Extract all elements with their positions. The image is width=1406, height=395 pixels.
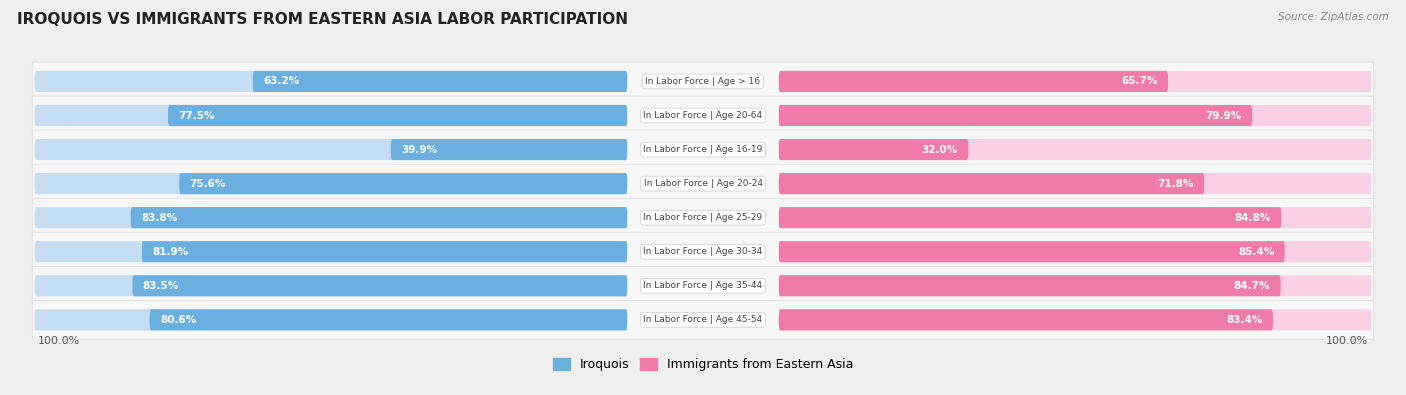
- FancyBboxPatch shape: [35, 207, 627, 228]
- FancyBboxPatch shape: [131, 207, 627, 228]
- Text: 39.9%: 39.9%: [401, 145, 437, 154]
- Text: 83.8%: 83.8%: [141, 213, 177, 223]
- Text: In Labor Force | Age 20-24: In Labor Force | Age 20-24: [644, 179, 762, 188]
- Text: IROQUOIS VS IMMIGRANTS FROM EASTERN ASIA LABOR PARTICIPATION: IROQUOIS VS IMMIGRANTS FROM EASTERN ASIA…: [17, 12, 628, 27]
- FancyBboxPatch shape: [35, 275, 627, 296]
- Text: In Labor Force | Age 30-34: In Labor Force | Age 30-34: [644, 247, 762, 256]
- Text: In Labor Force | Age 20-64: In Labor Force | Age 20-64: [644, 111, 762, 120]
- Text: 71.8%: 71.8%: [1157, 179, 1194, 188]
- Text: 100.0%: 100.0%: [1326, 336, 1368, 346]
- FancyBboxPatch shape: [32, 130, 1374, 169]
- Text: 80.6%: 80.6%: [160, 315, 197, 325]
- Text: Source: ZipAtlas.com: Source: ZipAtlas.com: [1278, 12, 1389, 22]
- Text: 83.5%: 83.5%: [143, 281, 179, 291]
- Legend: Iroquois, Immigrants from Eastern Asia: Iroquois, Immigrants from Eastern Asia: [547, 353, 859, 376]
- FancyBboxPatch shape: [132, 275, 627, 296]
- FancyBboxPatch shape: [779, 207, 1371, 228]
- Text: 83.4%: 83.4%: [1226, 315, 1263, 325]
- FancyBboxPatch shape: [253, 71, 627, 92]
- Text: 84.7%: 84.7%: [1234, 281, 1270, 291]
- Text: 84.8%: 84.8%: [1234, 213, 1271, 223]
- FancyBboxPatch shape: [32, 301, 1374, 339]
- FancyBboxPatch shape: [779, 207, 1281, 228]
- FancyBboxPatch shape: [32, 266, 1374, 305]
- Text: 63.2%: 63.2%: [263, 77, 299, 87]
- FancyBboxPatch shape: [180, 173, 627, 194]
- FancyBboxPatch shape: [35, 241, 627, 262]
- FancyBboxPatch shape: [32, 164, 1374, 203]
- FancyBboxPatch shape: [779, 105, 1371, 126]
- FancyBboxPatch shape: [779, 275, 1281, 296]
- FancyBboxPatch shape: [149, 309, 627, 330]
- FancyBboxPatch shape: [32, 96, 1374, 135]
- FancyBboxPatch shape: [779, 275, 1371, 296]
- FancyBboxPatch shape: [779, 173, 1204, 194]
- FancyBboxPatch shape: [779, 71, 1371, 92]
- FancyBboxPatch shape: [35, 139, 627, 160]
- Text: 65.7%: 65.7%: [1122, 77, 1157, 87]
- Text: In Labor Force | Age 35-44: In Labor Force | Age 35-44: [644, 281, 762, 290]
- FancyBboxPatch shape: [779, 139, 969, 160]
- FancyBboxPatch shape: [391, 139, 627, 160]
- Text: 75.6%: 75.6%: [190, 179, 226, 188]
- Text: 81.9%: 81.9%: [152, 247, 188, 257]
- Text: 100.0%: 100.0%: [38, 336, 80, 346]
- FancyBboxPatch shape: [779, 309, 1272, 330]
- Text: In Labor Force | Age 25-29: In Labor Force | Age 25-29: [644, 213, 762, 222]
- FancyBboxPatch shape: [779, 241, 1285, 262]
- Text: 79.9%: 79.9%: [1206, 111, 1241, 120]
- Text: In Labor Force | Age 45-54: In Labor Force | Age 45-54: [644, 315, 762, 324]
- Text: In Labor Force | Age > 16: In Labor Force | Age > 16: [645, 77, 761, 86]
- FancyBboxPatch shape: [32, 62, 1374, 101]
- FancyBboxPatch shape: [169, 105, 627, 126]
- FancyBboxPatch shape: [32, 232, 1374, 271]
- FancyBboxPatch shape: [35, 71, 627, 92]
- FancyBboxPatch shape: [779, 105, 1253, 126]
- FancyBboxPatch shape: [779, 173, 1371, 194]
- FancyBboxPatch shape: [779, 71, 1168, 92]
- FancyBboxPatch shape: [779, 139, 1371, 160]
- FancyBboxPatch shape: [35, 309, 627, 330]
- FancyBboxPatch shape: [35, 105, 627, 126]
- Text: 77.5%: 77.5%: [179, 111, 215, 120]
- FancyBboxPatch shape: [779, 309, 1371, 330]
- FancyBboxPatch shape: [779, 241, 1371, 262]
- FancyBboxPatch shape: [32, 198, 1374, 237]
- Text: 85.4%: 85.4%: [1239, 247, 1274, 257]
- Text: 32.0%: 32.0%: [922, 145, 957, 154]
- Text: In Labor Force | Age 16-19: In Labor Force | Age 16-19: [644, 145, 762, 154]
- FancyBboxPatch shape: [35, 173, 627, 194]
- FancyBboxPatch shape: [142, 241, 627, 262]
